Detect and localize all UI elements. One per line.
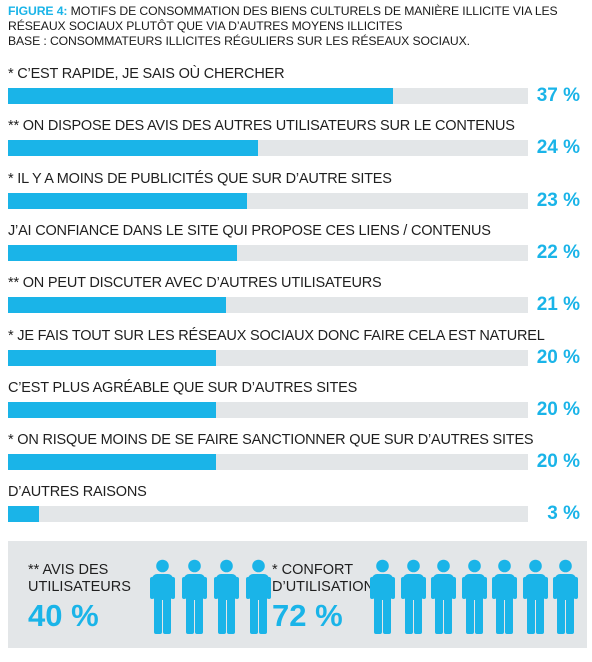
bar-track: [8, 401, 528, 418]
bar-value-label: 3 %: [547, 503, 580, 525]
figure-title: MOTIFS DE CONSOMMATION DES BIENS CULTURE…: [8, 4, 558, 33]
bar-track: [8, 454, 528, 471]
bar: [8, 192, 248, 209]
bar-value-label: 20 %: [536, 346, 580, 368]
bar-value-label: 21 %: [536, 294, 580, 316]
bar: [8, 244, 237, 261]
bar-label: J’AI CONFIANCE DANS LE SITE QUI PROPOSE …: [8, 222, 491, 239]
summary-avis-value: 40 %: [28, 598, 99, 633]
person-icon: [150, 559, 175, 634]
person-icon: [431, 559, 456, 634]
bar: [8, 454, 216, 471]
bar-row: * JE FAIS TOUT SUR LES RÉSEAUX SOCIAUX D…: [0, 328, 592, 380]
bar-track: [8, 297, 528, 314]
person-icon: [553, 559, 578, 634]
bar-value-label: 37 %: [536, 85, 580, 106]
bar-value-label: 20 %: [536, 398, 580, 420]
bar-row: * IL Y A MOINS DE PUBLICITÉS QUE SUR D’A…: [0, 171, 592, 223]
bar-row: * ON RISQUE MOINS DE SE FAIRE SANCTIONNE…: [0, 432, 592, 484]
bar-row: ** ON PEUT DISCUTER AVEC D’AUTRES UTILIS…: [0, 275, 592, 327]
bar-track: [8, 349, 528, 366]
person-icon: [492, 559, 517, 634]
bar: [8, 349, 216, 366]
bar-label: ** ON DISPOSE DES AVIS DES AUTRES UTILIS…: [8, 118, 515, 135]
bar-track: [8, 192, 528, 209]
bar-track: [8, 140, 528, 157]
person-icon: [461, 559, 487, 634]
bar-row: ** ON DISPOSE DES AVIS DES AUTRES UTILIS…: [0, 118, 592, 170]
summary-confort: * CONFORT D’UTILISATION 72 %: [272, 541, 587, 648]
summary-avis: ** AVIS DES UTILISATEURS 40 %: [28, 541, 298, 648]
bar-label: * C’EST RAPIDE, JE SAIS OÙ CHERCHER: [8, 66, 285, 82]
chart-title: FIGURE 4: MOTIFS DE CONSOMMATION DES BIE…: [8, 4, 588, 49]
bar-label: C’EST PLUS AGRÉABLE QUE SUR D’AUTRES SIT…: [8, 379, 358, 396]
bar-value-label: 22 %: [536, 241, 580, 263]
bar-value-label: 20 %: [536, 451, 580, 473]
bar-label: D’AUTRES RAISONS: [8, 484, 147, 501]
bar: [8, 140, 258, 157]
summary-confort-label: * CONFORT D’UTILISATION: [272, 562, 375, 595]
bar-track: [8, 88, 528, 104]
bar: [8, 506, 40, 523]
bar-track: [8, 506, 528, 523]
bar: [8, 88, 393, 104]
summary-panel: ** AVIS DES UTILISATEURS 40 % * CONFORT …: [8, 541, 587, 648]
bar-row: J’AI CONFIANCE DANS LE SITE QUI PROPOSE …: [0, 223, 592, 275]
person-icon: [214, 559, 239, 634]
bar-row: D’AUTRES RAISONS 3 %: [0, 484, 592, 536]
bar: [8, 401, 216, 418]
person-icon: [370, 559, 395, 634]
bar-label: * IL Y A MOINS DE PUBLICITÉS QUE SUR D’A…: [8, 170, 392, 187]
bar-chart: * C’EST RAPIDE, JE SAIS OÙ CHERCHER 37 % *…: [0, 66, 592, 536]
bar-value-label: 23 %: [536, 189, 580, 211]
bar-row: C’EST PLUS AGRÉABLE QUE SUR D’AUTRES SIT…: [0, 380, 592, 432]
bar-label: ** ON PEUT DISCUTER AVEC D’AUTRES UTILIS…: [8, 275, 382, 292]
bar-value-label: 24 %: [536, 137, 580, 159]
summary-confort-value: 72 %: [272, 598, 343, 633]
bar: [8, 297, 227, 314]
bar-label: * JE FAIS TOUT SUR LES RÉSEAUX SOCIAUX D…: [8, 327, 545, 344]
bar-track: [8, 244, 528, 261]
person-icon: [400, 559, 426, 634]
figure-label: FIGURE 4:: [8, 4, 68, 18]
bar-row: * C’EST RAPIDE, JE SAIS OÙ CHERCHER 37 %: [0, 66, 592, 118]
summary-avis-label: ** AVIS DES UTILISATEURS: [28, 562, 131, 595]
summary-confort-icons: [370, 559, 585, 635]
person-icon: [522, 559, 548, 634]
figure-base: BASE : CONSOMMATEURS ILLICITES RÉGULIERS…: [8, 34, 470, 48]
person-icon: [246, 559, 271, 634]
person-icon: [182, 559, 207, 634]
summary-avis-icons: [150, 559, 280, 635]
bar-label: * ON RISQUE MOINS DE SE FAIRE SANCTIONNE…: [8, 432, 534, 449]
